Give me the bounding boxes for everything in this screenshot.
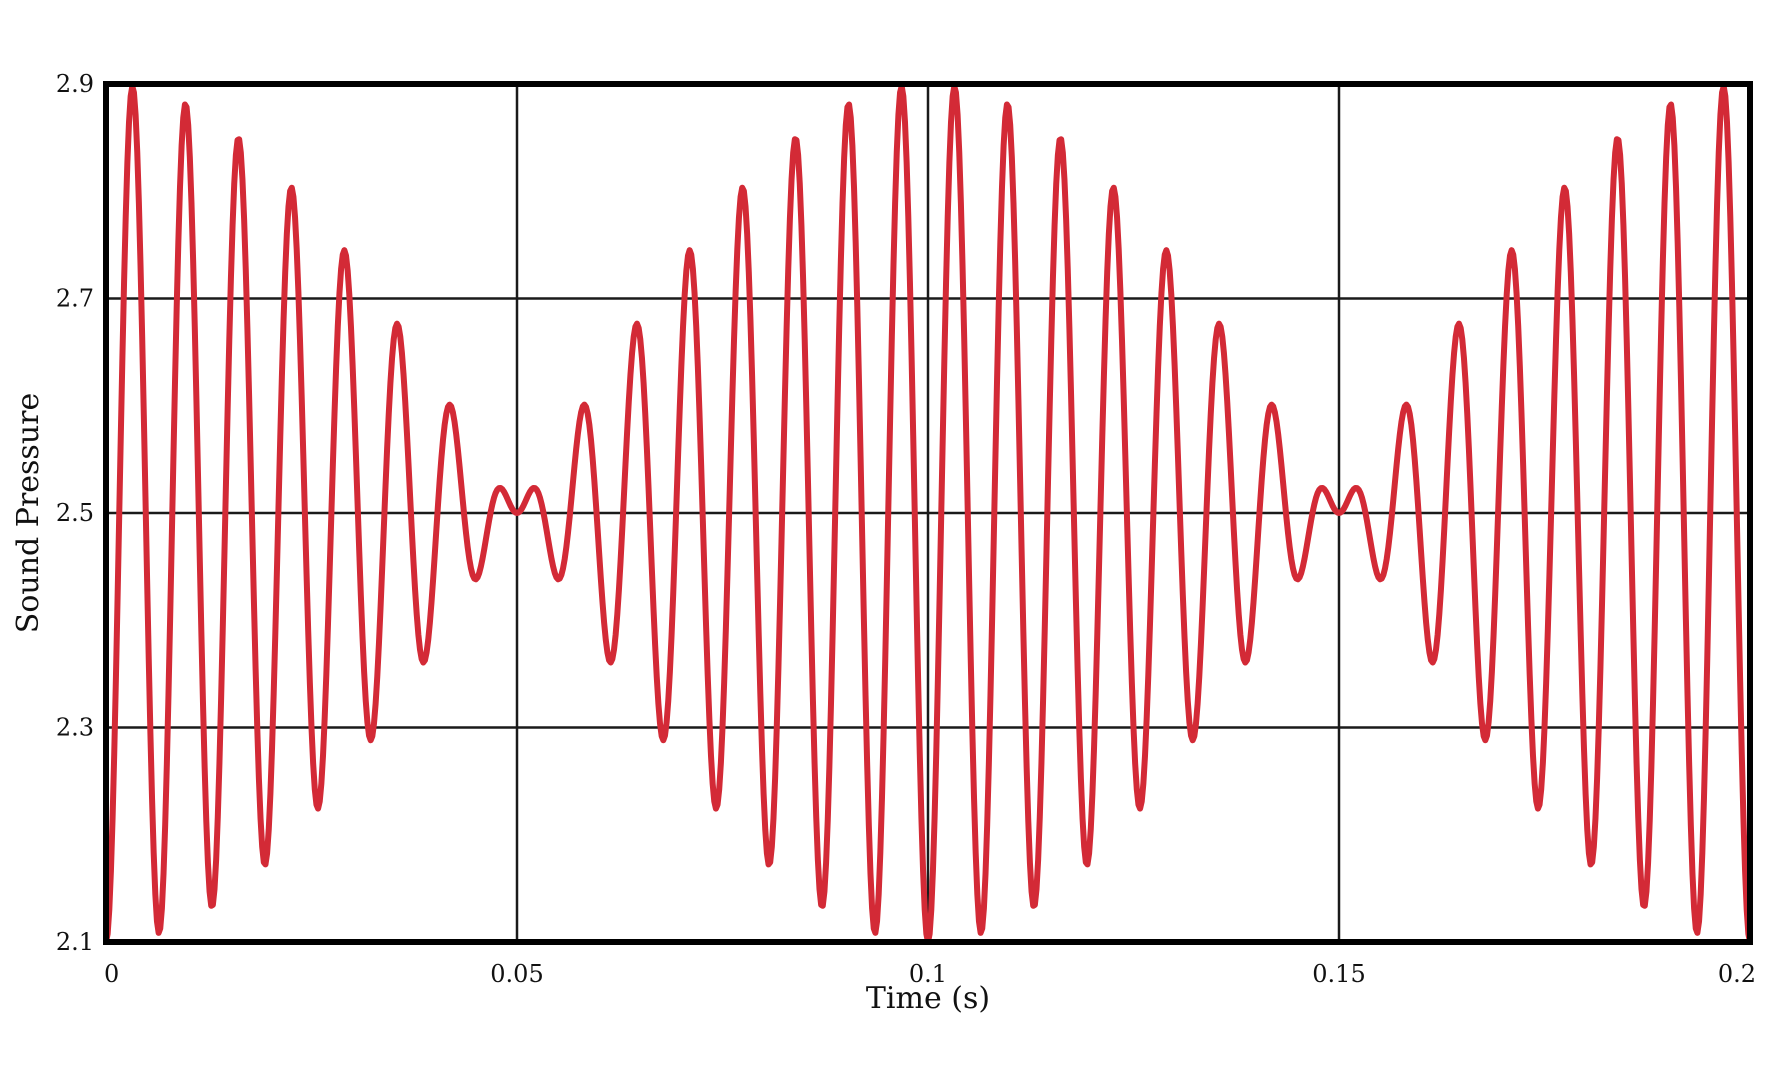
grid-lines: [106, 84, 1750, 942]
y-tick-label: 2.7: [56, 285, 94, 313]
x-axis-label: Time (s): [866, 981, 990, 1016]
x-tick-label: 0.15: [1312, 960, 1365, 988]
x-tick-label: 0.05: [490, 960, 543, 988]
plot-frame: [103, 81, 1753, 945]
x-tick-labels: 0 0.05 0.1 0.15 0.2: [104, 960, 1756, 988]
y-axis-label: Sound Pressure: [11, 393, 46, 633]
y-tick-label: 2.5: [56, 499, 94, 527]
y-tick-labels: 2.1 2.3 2.5 2.7 2.9: [56, 70, 94, 956]
x-tick-label: 0: [104, 960, 119, 988]
x-tick-label: 0.1: [909, 960, 947, 988]
y-tick-label: 2.9: [56, 70, 94, 98]
y-tick-label: 2.1: [56, 928, 94, 956]
x-tick-label: 0.2: [1718, 960, 1756, 988]
y-tick-label: 2.3: [56, 714, 94, 742]
